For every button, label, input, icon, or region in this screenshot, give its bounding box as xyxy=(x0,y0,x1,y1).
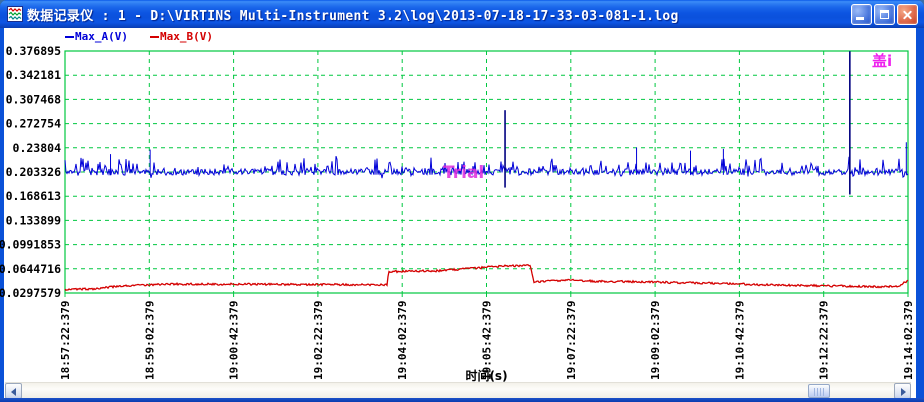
y-axis-tick-label: 0.23804 xyxy=(13,141,62,155)
chart-client-area xyxy=(4,28,916,398)
y-axis-tick-label: 0.0991853 xyxy=(0,238,61,252)
x-axis-tick-label: 18:57:22:379 xyxy=(59,301,72,380)
y-axis-tick-label: 0.0297579 xyxy=(0,286,61,300)
scrollbar-thumb[interactable] xyxy=(808,384,830,398)
y-axis-tick-label: 0.376895 xyxy=(6,44,61,58)
x-axis-tick-label: 19:09:02:379 xyxy=(649,301,662,380)
scroll-left-icon xyxy=(11,388,16,396)
x-axis-tick-label: 19:14:02:379 xyxy=(902,301,915,380)
window-title: 数据记录仪 : 1 - D:\VIRTINS Multi-Instrument … xyxy=(27,8,679,24)
x-axis-title: 时间(s) xyxy=(465,368,507,383)
x-axis-tick-label: 18:59:02:379 xyxy=(143,301,156,380)
y-axis-tick-label: 0.168613 xyxy=(6,189,61,203)
y-axis-tick-label: 0.133899 xyxy=(6,213,61,227)
y-axis-tick-label: 0.272754 xyxy=(6,117,61,131)
scroll-right-icon xyxy=(901,388,906,396)
watermark-corner-glyph: 盖i xyxy=(872,52,893,70)
series-line-Max_A(V) xyxy=(64,156,909,179)
y-axis-tick-label: 0.307468 xyxy=(6,92,61,106)
x-axis-tick-label: 19:10:42:379 xyxy=(733,301,746,380)
app-icon xyxy=(7,6,23,22)
max-a-line-marker xyxy=(65,35,74,38)
legend-item-max-a: Max_A(V) xyxy=(65,30,128,43)
x-axis-tick-label: 19:02:22:379 xyxy=(312,301,325,380)
close-button[interactable] xyxy=(897,4,918,25)
trial-watermark: Trial xyxy=(443,163,485,183)
x-axis-tick-label: 19:00:42:379 xyxy=(228,301,241,380)
legend-label-max-a: Max_A(V) xyxy=(75,30,128,43)
y-axis-tick-label: 0.342181 xyxy=(6,68,61,82)
maximize-button[interactable] xyxy=(874,4,895,25)
scrollbar-left-button[interactable] xyxy=(5,383,22,399)
legend-label-max-b: Max_B(V) xyxy=(159,30,213,43)
horizontal-scrollbar[interactable] xyxy=(5,382,911,399)
y-axis-tick-label: 0.0644716 xyxy=(0,262,61,276)
scrollbar-right-button[interactable] xyxy=(894,383,911,399)
x-axis-tick-label: 19:04:02:379 xyxy=(396,301,409,380)
y-axis-tick-label: 0.203326 xyxy=(6,165,61,179)
chart-legend: Max_A(V) Max_B(V) xyxy=(65,30,213,43)
x-axis-tick-label: 19:12:22:379 xyxy=(818,301,831,380)
title-bar[interactable]: 数据记录仪 : 1 - D:\VIRTINS Multi-Instrument … xyxy=(0,0,924,28)
legend-item-max-b: Max_B(V) xyxy=(149,30,213,43)
series-line-Max_B(V) xyxy=(64,264,909,291)
max-b-line-marker xyxy=(149,35,159,38)
window-bottom-border xyxy=(0,398,924,402)
maximize-icon xyxy=(880,10,889,19)
minimize-button[interactable] xyxy=(851,4,872,25)
x-axis-tick-label: 19:05:42:379 xyxy=(481,301,494,380)
minimize-icon xyxy=(856,17,864,20)
x-axis-tick-label: 19:07:22:379 xyxy=(565,301,578,380)
